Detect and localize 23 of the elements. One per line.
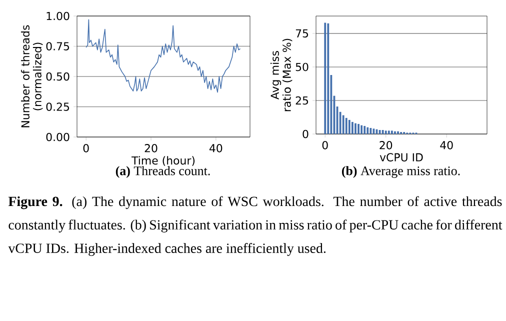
y-tick-label: 25 [296, 96, 308, 105]
x-tick-label: 20 [144, 144, 158, 152]
x-tick-label: 20 [380, 141, 392, 150]
x-axis-title: vCPU ID [380, 153, 423, 162]
x-tick-label: 0 [322, 141, 328, 150]
text: Figure 9. (a) The dynamic nature of WSC workloads. The number of active threads constantly fluctuates. (b) Significant variation in miss ratio of per-CPU cache for different vCPU IDs. Higher-indexed caches are inefficiently used. [8, 196, 502, 256]
y-tick-label: 0 [302, 130, 308, 138]
text: (a) Threads count. [116, 166, 210, 178]
line-series [86, 19, 241, 93]
y-tick-label: 0.75 [46, 42, 70, 50]
y-tick-label: 0.50 [46, 72, 70, 81]
y-tick-label: 0.25 [46, 102, 70, 111]
y-tick-label: 75 [296, 29, 308, 38]
x-tick-label: 40 [209, 144, 222, 152]
x-axis-title: Time (hour) [131, 156, 195, 166]
y-tick-label: 0.00 [46, 132, 70, 142]
y-tick-label: 50 [296, 62, 308, 72]
y-axis-title: Number of threads (normalized) [21, 25, 43, 128]
x-tick-label: 40 [440, 141, 453, 150]
x-tick-label: 0 [83, 144, 89, 152]
y-axis-title: Avg miss ratio (Max %) [270, 38, 292, 112]
text: (b) Average miss ratio. [342, 166, 460, 178]
y-tick-label: 1.00 [46, 12, 70, 20]
